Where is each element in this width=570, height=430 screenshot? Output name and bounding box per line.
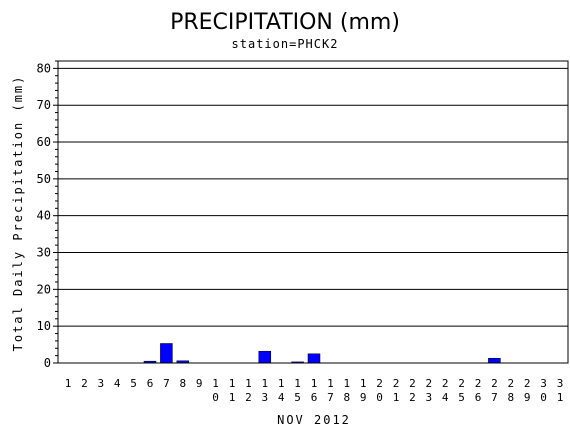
- grid-lines: [58, 67, 568, 327]
- y-tick-label: 20: [37, 282, 51, 296]
- y-tick-label: 0: [44, 356, 51, 370]
- x-tick-label: 8: [179, 377, 186, 390]
- bar-day-16: [307, 353, 321, 364]
- x-axis-label: NOV 2012: [277, 413, 351, 427]
- y-tick-label: 30: [37, 246, 51, 260]
- x-tick-label: 9: [196, 377, 203, 390]
- x-tick-label: 6: [147, 377, 154, 390]
- chart-title: PRECIPITATION (mm): [170, 10, 400, 35]
- y-tick-label: 50: [37, 172, 51, 186]
- y-tick-label: 60: [37, 135, 51, 149]
- bar-day-7: [160, 343, 173, 364]
- x-tick-label: 4: [114, 377, 121, 390]
- x-tick-label: 1: [65, 377, 72, 390]
- y-tick-label: 10: [37, 319, 51, 333]
- x-tick-label: 7: [163, 377, 170, 390]
- x-tick-label: 2: [81, 377, 88, 390]
- x-tick-label: 3: [97, 377, 104, 390]
- chart-subtitle: station=PHCK2: [232, 37, 339, 51]
- y-tick-label: 40: [37, 209, 51, 223]
- y-tick-label: 70: [37, 98, 51, 112]
- plot-area-frame: [57, 60, 569, 364]
- bar-day-27: [488, 357, 501, 364]
- bar-day-13: [258, 350, 272, 364]
- x-axis-ticks: 1 2 3 4 5 6 7 8 9 1 01 11 21 31 41 51 61 71 81 92 02 12 22 32 42…: [65, 377, 564, 404]
- bars: [143, 343, 501, 364]
- y-axis-ticks: 0 10 20 30 40 50 60 70 80: [37, 60, 58, 370]
- y-tick-label: 80: [37, 61, 51, 75]
- x-tick-label: 5: [130, 377, 137, 390]
- y-axis-label: Total Daily Precipitation (mm): [11, 75, 25, 352]
